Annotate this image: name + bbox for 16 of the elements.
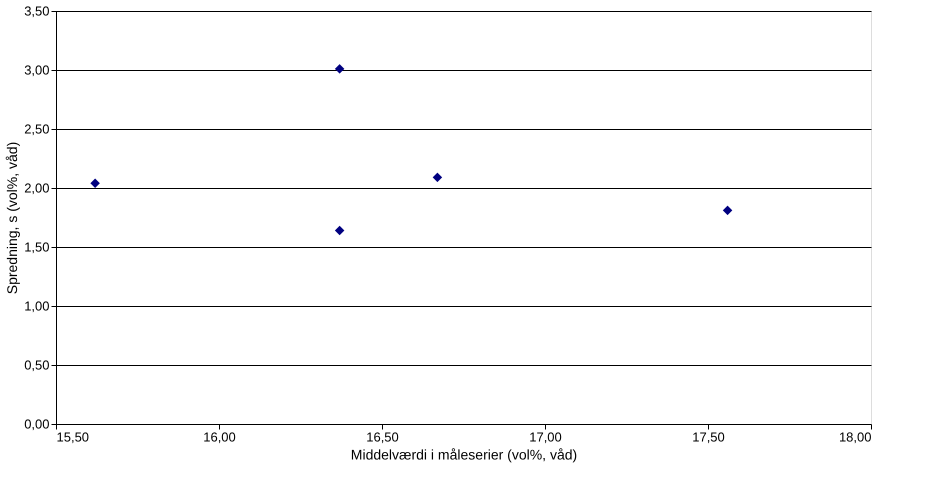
x-axis-title: Middelværdi i måleserier (vol%, våd) [350,446,578,462]
y-axis-title: Spredning, s (vol%, våd) [4,142,20,294]
y-tick-label: 2,00 [24,180,50,196]
y-tick-label: 0,00 [24,416,50,432]
x-tick-label: 17,00 [529,430,562,444]
y-tick-label: 0,50 [24,358,50,372]
x-tick-label: 15,50 [56,430,90,444]
x-tick-label: 16,50 [366,430,399,444]
y-tick-label: 3,00 [24,62,50,78]
y-tick-label: 1,00 [24,298,50,314]
x-tick-label: 17,50 [692,430,725,444]
y-tick-label: 1,50 [24,240,50,254]
x-tick-label: 16,00 [203,430,236,444]
x-tick-label: 18,00 [838,430,872,444]
y-tick-label: 3,50 [24,4,50,18]
y-tick-label: 2,50 [24,122,50,136]
